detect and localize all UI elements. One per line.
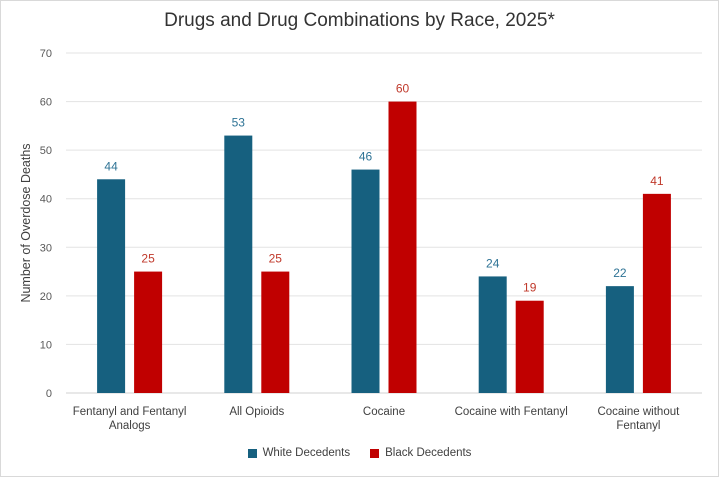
data-label: 22 [613,266,627,280]
y-tick-label: 30 [40,242,52,254]
data-label: 60 [396,82,410,96]
data-label: 19 [523,281,537,295]
bar-black-0 [134,271,163,393]
bar-black-2 [388,101,417,394]
data-label: 41 [650,174,664,188]
y-tick-label: 20 [40,291,52,303]
x-category-label: Cocaine without Fentanyl [597,406,680,432]
bar-black-1 [261,271,290,393]
legend-label-black: Black Decedents [385,447,472,459]
bar-white-0 [97,179,126,393]
x-category-label: All Opioids [229,406,284,418]
bar-black-3 [515,300,544,393]
chart-title: Drugs and Drug Combinations by Race, 202… [164,10,555,31]
bar-white-4 [605,286,634,393]
data-label: 44 [104,159,118,173]
x-category-label: Cocaine with Fentanyl [455,406,568,418]
legend-label-white: White Decedents [262,447,351,459]
x-category-label: Cocaine [363,406,405,418]
data-label: 25 [141,252,155,266]
legend: White Decedents Black Decedents [0,447,719,459]
y-tick-label: 70 [40,48,52,60]
bar-white-3 [478,276,507,393]
data-label: 53 [232,116,246,130]
y-tick-label: 40 [40,194,52,206]
x-category-label: Fentanyl and Fentanyl Analogs [73,406,187,432]
y-tick-label: 50 [40,145,52,157]
bar-white-2 [351,169,380,393]
legend-item-black: Black Decedents [370,447,471,459]
y-tick-label: 60 [40,97,52,109]
data-label: 25 [269,252,283,266]
legend-item-white: White Decedents [247,447,351,459]
y-tick-label: 10 [40,339,52,351]
legend-swatch-black [370,448,380,458]
legend-swatch-white [247,448,257,458]
data-label: 24 [486,256,500,270]
bar-black-4 [642,193,671,393]
bar-white-1 [224,135,253,394]
data-label: 46 [359,150,373,164]
y-tick-label: 0 [46,388,52,400]
